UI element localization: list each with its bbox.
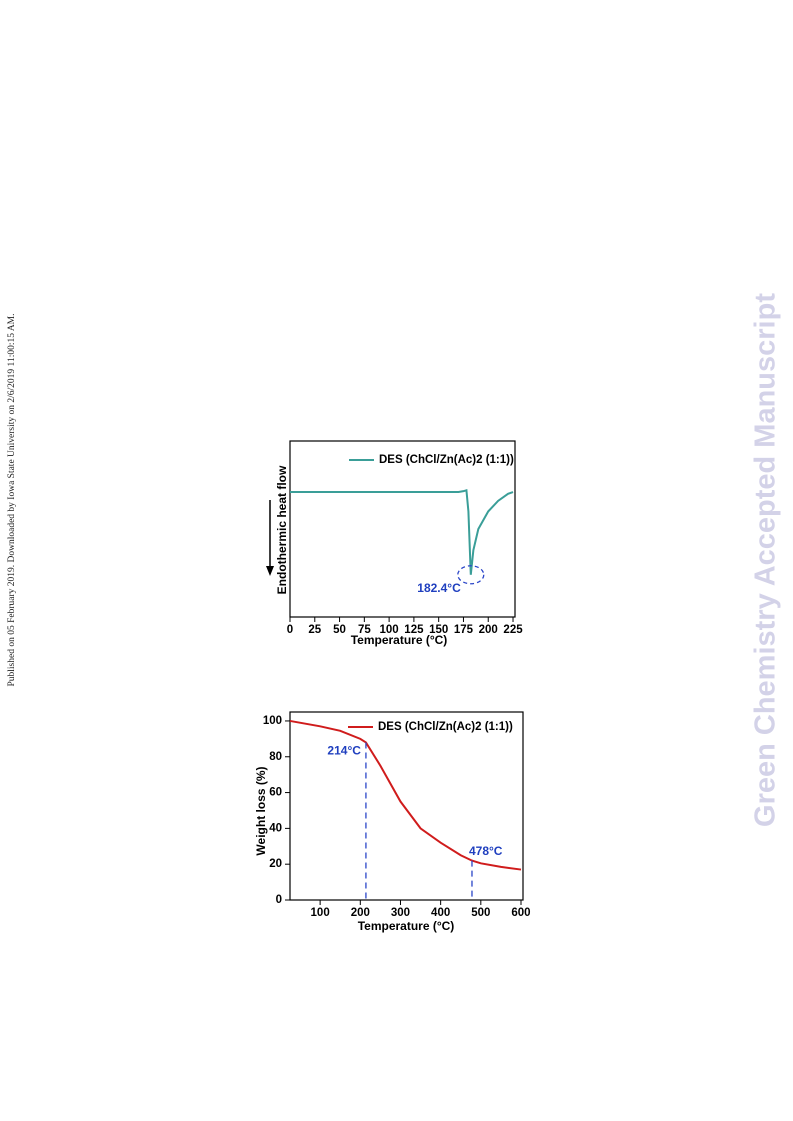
y-axis-label: Endothermic heat flow [275,465,289,594]
legend-label: DES (ChCl/Zn(Ac)2 (1:1)) [378,721,513,733]
data-line [289,719,522,871]
arrow-head [266,566,274,576]
x-tick-label: 0 [287,624,293,636]
x-tick-label: 25 [308,624,321,636]
annotation-label: 214°C [327,744,361,758]
annotation-ellipse [457,565,485,585]
legend-label: DES (ChCl/Zn(Ac)2 (1:1)) [379,454,514,466]
plot-frame [289,711,524,901]
x-axis-label: Temperature (°C) [351,633,448,647]
x-tick-label: 225 [503,624,523,636]
y-tick-label: 0 [276,894,282,906]
x-tick-label: 200 [479,624,498,636]
y-tick-label: 20 [269,858,282,870]
x-tick-label: 400 [431,907,450,919]
x-tick-label: 75 [358,624,371,636]
x-tick-label: 500 [471,907,490,919]
data-line [290,488,514,575]
y-tick-label: 40 [269,822,282,834]
y-tick-label: 60 [269,787,282,799]
x-tick-label: 100 [311,907,330,919]
x-tick-label: 175 [454,624,474,636]
x-tick-label: 125 [404,624,424,636]
plot-frame [289,440,516,618]
x-tick-label: 100 [380,624,399,636]
watermark: Green Chemistry Accepted Manuscript [750,293,782,827]
annotation-label: 182.4°C [417,581,461,595]
x-axis-label: Temperature (°C) [358,919,455,933]
x-tick-label: 300 [391,907,410,919]
y-tick-label: 100 [263,715,282,727]
y-axis-label: Weight loss (%) [254,766,268,855]
annotation-label: 478°C [469,844,503,858]
side-note: Published on 05 February 2019. Downloade… [7,313,17,686]
x-tick-label: 600 [511,907,530,919]
x-tick-label: 200 [351,907,370,919]
x-tick-label: 50 [333,624,346,636]
y-tick-label: 80 [269,751,282,763]
x-tick-label: 150 [429,624,448,636]
